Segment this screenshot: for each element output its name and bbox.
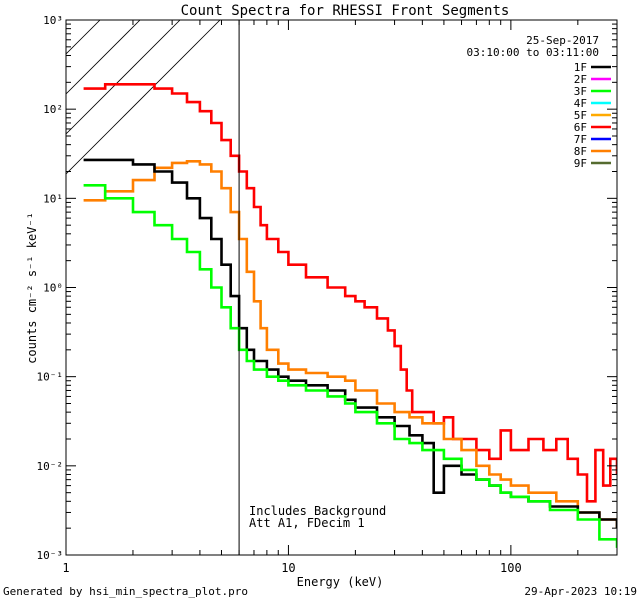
- annotation-background: Includes Background: [249, 504, 386, 518]
- chart-title: Count Spectra for RHESSI Front Segments: [181, 3, 510, 19]
- annotation-attenuator: Att A1, FDecim 1: [249, 516, 365, 530]
- legend-label: 3F: [574, 85, 587, 98]
- y-tick-label: 10⁻¹: [37, 371, 64, 384]
- legend-label: 4F: [574, 97, 587, 110]
- footer-timestamp: 29-Apr-2023 10:19: [524, 585, 637, 598]
- legend-label: 6F: [574, 121, 587, 134]
- hatch-line: [66, 20, 101, 55]
- legend-label: 5F: [574, 109, 587, 122]
- series-line-6f: [83, 83, 617, 503]
- x-tick-label: 10: [281, 561, 295, 575]
- attenuator-hatch-region: [66, 20, 221, 175]
- y-tick-label: 10⁻²: [37, 460, 64, 473]
- hatch-line: [66, 20, 141, 95]
- hatch-line: [66, 20, 181, 135]
- series-layer: [83, 83, 617, 548]
- series-line-8f: [83, 160, 617, 529]
- legend-label: 7F: [574, 133, 587, 146]
- footer-generated-by: Generated by hsi_min_spectra_plot.pro: [3, 585, 248, 598]
- y-tick-label: 10²: [43, 103, 63, 116]
- date-label: 25-Sep-2017: [526, 34, 599, 47]
- y-tick-label: 10¹: [43, 192, 63, 205]
- x-axis-label: Energy (keV): [297, 575, 384, 589]
- y-tick-label: 10⁰: [43, 282, 63, 295]
- legend-label: 2F: [574, 73, 587, 86]
- hatch-line: [66, 20, 221, 175]
- legend-label: 1F: [574, 61, 587, 74]
- x-tick-label: 1: [62, 561, 69, 575]
- series-line-1f: [83, 158, 617, 529]
- series-line-3f: [83, 184, 617, 548]
- time-range-label: 03:10:00 to 03:11:00: [467, 46, 599, 59]
- y-axis-label: counts cm⁻² s⁻¹ keV⁻¹: [25, 212, 39, 364]
- y-tick-label: 10⁻³: [37, 549, 64, 562]
- x-tick-label: 100: [500, 561, 522, 575]
- legend-label: 8F: [574, 145, 587, 158]
- legend-label: 9F: [574, 157, 587, 170]
- y-tick-label: 10³: [43, 14, 63, 27]
- axis-ticks: [65, 19, 618, 556]
